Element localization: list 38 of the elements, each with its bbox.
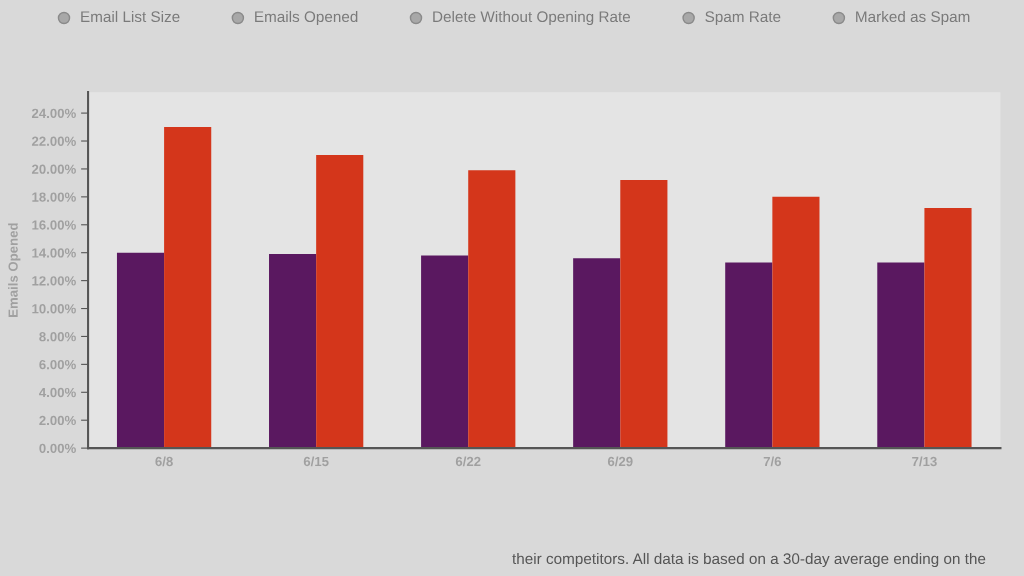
- bar: [269, 254, 317, 449]
- y-tick-label: 20.00%: [31, 164, 76, 174]
- y-tick-label: 18.00%: [32, 192, 76, 202]
- bar: [421, 255, 469, 449]
- y-tick-label: 2.00%: [39, 415, 76, 426]
- y-tick-label: 14.00%: [32, 248, 76, 258]
- text: Emails Opened: [255, 10, 358, 26]
- x-tick-label: 6/22: [455, 456, 481, 467]
- x-tick-label: 6/15: [303, 456, 329, 467]
- text: Delete Without Opening Rate: [433, 10, 631, 26]
- x-tick-label: 7/13: [912, 456, 937, 467]
- bar: [573, 258, 621, 449]
- y-tick-label: 24.00%: [31, 108, 76, 119]
- bar: [877, 262, 925, 449]
- y-tick-label: 0.00%: [39, 443, 76, 454]
- bar: [772, 196, 820, 449]
- y-tick-label: 12.00%: [32, 276, 76, 286]
- bar: [316, 154, 364, 449]
- y-tick-label: 8.00%: [39, 332, 76, 342]
- y-tick-label: 4.00%: [39, 387, 76, 398]
- bar: [116, 252, 165, 449]
- text: Email List Size: [81, 10, 180, 23]
- x-tick-label: 7/6: [763, 456, 782, 467]
- text: their competitors. All data is based on a 30-day average ending on the: [512, 552, 986, 568]
- x-tick-label: 6/29: [607, 456, 633, 467]
- text: Marked as Spam: [856, 10, 970, 26]
- y-tick-label: 6.00%: [39, 359, 76, 370]
- bar: [924, 208, 972, 449]
- bar: [620, 180, 668, 449]
- bar: [468, 170, 516, 449]
- bar: [164, 127, 212, 449]
- bar: [725, 262, 773, 449]
- y-tick-label: 16.00%: [32, 220, 76, 230]
- x-tick-label: 6/8: [155, 456, 173, 467]
- y-axis-title: Emails Opened: [8, 223, 21, 317]
- y-tick-label: 22.00%: [31, 136, 76, 146]
- text: Spam Rate: [705, 11, 781, 26]
- y-tick-label: 10.00%: [32, 304, 76, 314]
